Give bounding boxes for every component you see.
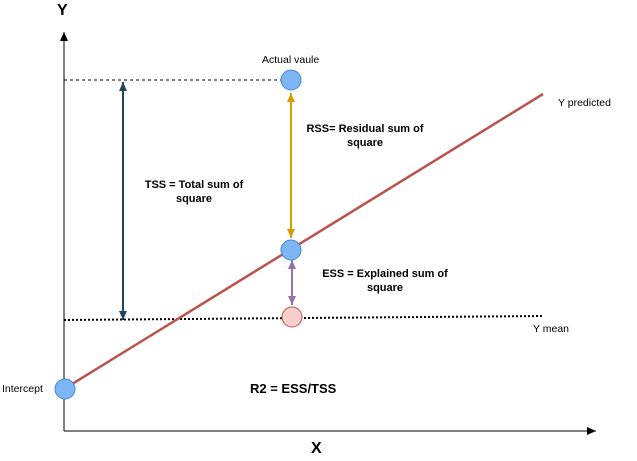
y-predicted-label: Y predicted [558, 97, 611, 109]
tss-label-line2: square [175, 193, 213, 205]
regression-line [63, 92, 544, 391]
ess-label: ESS = Explained sum of square [312, 267, 458, 295]
rss-label-line1: RSS= Residual sum of [306, 123, 424, 135]
tss-label-line1: TSS = Total sum of [144, 179, 244, 191]
x-axis-label: X [311, 440, 322, 457]
y-mean-label: Y mean [533, 323, 569, 335]
actual-value-point [280, 69, 302, 91]
rss-label-line2: square [346, 137, 384, 149]
actual-value-label: Actual vaule [262, 54, 320, 66]
ess-label-line1: ESS = Explained sum of [322, 268, 448, 280]
rss-label: RSS= Residual sum of square [300, 122, 430, 150]
ess-label-line2: square [366, 282, 404, 294]
y-axis-label: Y [57, 2, 68, 19]
mean-value-point [281, 306, 303, 328]
predicted-value-point [280, 239, 302, 261]
intercept-label: Intercept [2, 383, 43, 395]
intercept-point [54, 378, 76, 400]
tss-label: TSS = Total sum of square [134, 178, 254, 206]
r2-formula: R2 = ESS/TSS [250, 381, 337, 396]
y-mean-line [63, 315, 544, 321]
